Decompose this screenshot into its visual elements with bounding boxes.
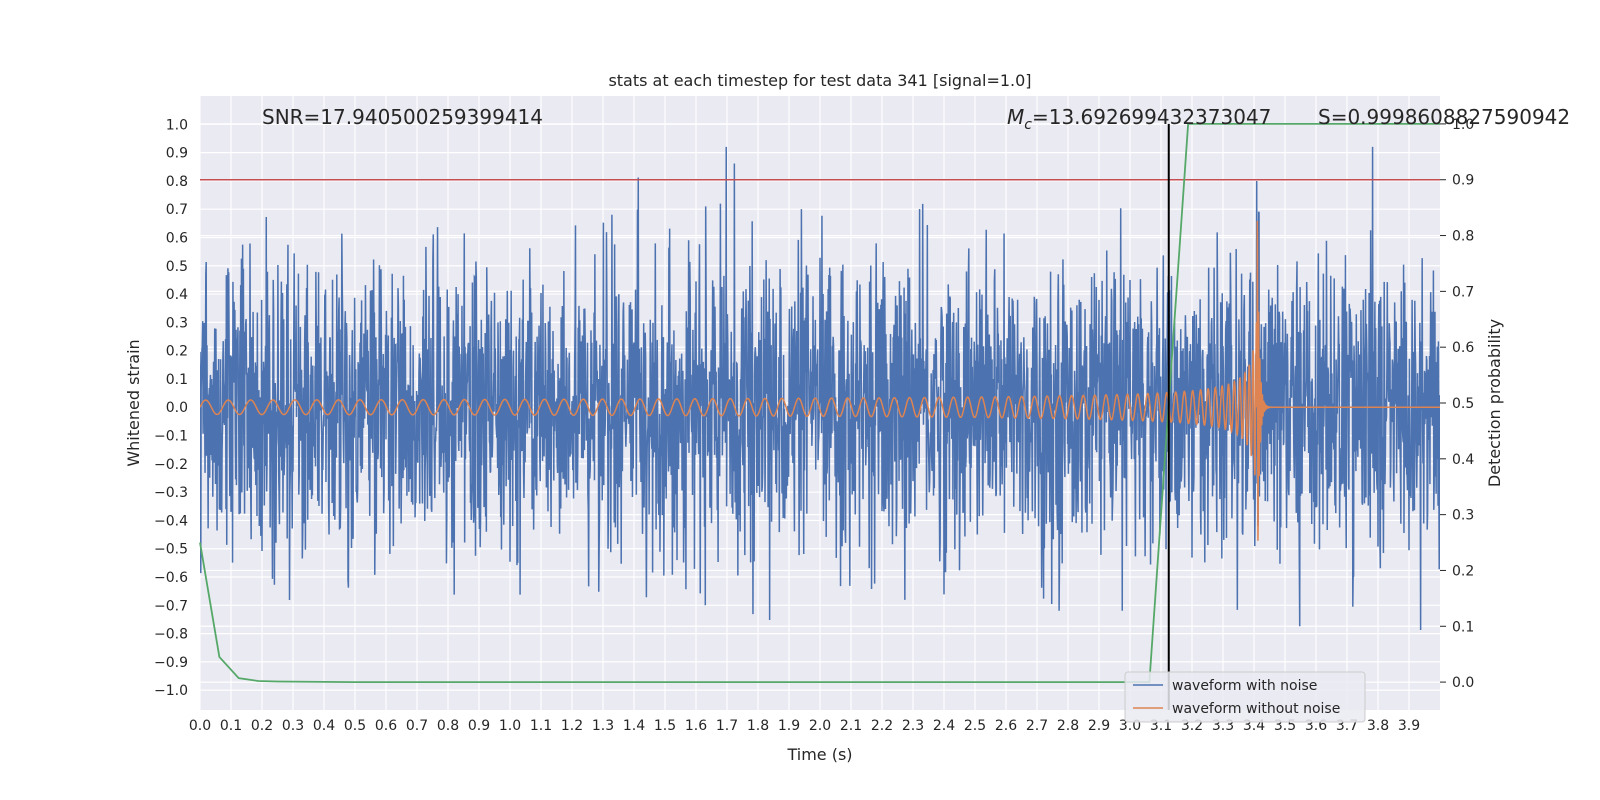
y-tick-label-left: 0.8 bbox=[166, 174, 188, 190]
x-tick-label: 1.4 bbox=[623, 718, 645, 734]
x-tick-label: 2.1 bbox=[840, 718, 862, 734]
y-tick-label-right: 0.3 bbox=[1452, 508, 1474, 524]
y-tick-label-left: −0.3 bbox=[154, 485, 188, 501]
y-axis-label-left: Whitened strain bbox=[124, 339, 143, 466]
legend-box bbox=[1124, 671, 1366, 723]
y-tick-label-left: 0.9 bbox=[166, 146, 188, 162]
x-tick-label: 0.2 bbox=[251, 718, 273, 734]
snr-annotation: SNR=17.940500259399414 bbox=[262, 105, 543, 129]
x-tick-label: 2.2 bbox=[871, 718, 893, 734]
y-tick-label-left: −0.2 bbox=[154, 457, 188, 473]
legend: waveform with noise waveform without noi… bbox=[1124, 671, 1366, 723]
y-tick-label-left: −0.5 bbox=[154, 542, 188, 558]
y-tick-label-right: 1.0 bbox=[1452, 117, 1474, 133]
x-tick-label: 0.1 bbox=[220, 718, 242, 734]
x-tick-label: 1.8 bbox=[747, 718, 769, 734]
x-tick-label: 0.3 bbox=[282, 718, 304, 734]
x-tick-label: 2.3 bbox=[902, 718, 924, 734]
y-tick-label-right: 0.5 bbox=[1452, 396, 1474, 412]
x-tick-label: 2.5 bbox=[964, 718, 986, 734]
y-tick-label-right: 0.2 bbox=[1452, 563, 1474, 579]
y-tick-label-left: 0.5 bbox=[166, 259, 188, 275]
mc-symbol: M bbox=[1007, 105, 1024, 129]
legend-label-noise: waveform with noise bbox=[1172, 678, 1317, 694]
x-tick-label: 1.5 bbox=[654, 718, 676, 734]
y-tick-label-left: 1.0 bbox=[166, 117, 188, 133]
chart-title: stats at each timestep for test data 341… bbox=[608, 71, 1031, 90]
x-tick-label: 2.6 bbox=[995, 718, 1017, 734]
x-tick-label: 2.4 bbox=[933, 718, 955, 734]
x-tick-label: 1.2 bbox=[561, 718, 583, 734]
y-tick-label-left: −0.1 bbox=[154, 429, 188, 445]
y-tick-label-right: 0.1 bbox=[1452, 619, 1474, 635]
s-annotation: S=0.9998608827590942 bbox=[1318, 105, 1570, 129]
x-tick-label: 0.0 bbox=[189, 718, 211, 734]
x-tick-label: 3.9 bbox=[1398, 718, 1420, 734]
y-tick-label-right: 0.8 bbox=[1452, 229, 1474, 245]
x-tick-label: 1.0 bbox=[499, 718, 521, 734]
x-tick-label: 0.9 bbox=[468, 718, 490, 734]
x-tick-label: 0.8 bbox=[437, 718, 459, 734]
x-tick-label: 2.7 bbox=[1026, 718, 1048, 734]
series-line-waveform-without-noise bbox=[200, 220, 1440, 541]
x-tick-label: 0.5 bbox=[344, 718, 366, 734]
y-tick-label-left: −0.9 bbox=[154, 655, 188, 671]
x-tick-label: 0.4 bbox=[313, 718, 335, 734]
series-group bbox=[200, 146, 1440, 630]
x-axis-label: Time (s) bbox=[786, 745, 852, 764]
mc-value: =13.692699432373047 bbox=[1032, 105, 1271, 129]
y-tick-label-right: 0.9 bbox=[1452, 173, 1474, 189]
y-tick-label-left: 0.2 bbox=[166, 344, 188, 360]
y-tick-label-left: 0.6 bbox=[166, 230, 188, 246]
plot-area bbox=[199, 123, 1440, 710]
y-tick-label-left: −0.6 bbox=[154, 570, 188, 586]
y-tick-label-right: 0.6 bbox=[1452, 340, 1474, 356]
y-tick-label-right: 0.7 bbox=[1452, 284, 1474, 300]
x-tick-label: 1.1 bbox=[530, 718, 552, 734]
y-tick-label-right: 0.4 bbox=[1452, 452, 1474, 468]
mc-subscript: c bbox=[1024, 117, 1032, 133]
y-tick-label-left: 0.1 bbox=[166, 372, 188, 388]
legend-label-clean: waveform without noise bbox=[1172, 701, 1340, 717]
x-tick-label: 2.8 bbox=[1057, 718, 1079, 734]
x-tick-label: 3.8 bbox=[1367, 718, 1389, 734]
x-tick-label: 1.9 bbox=[778, 718, 800, 734]
x-tick-label: 2.0 bbox=[809, 718, 831, 734]
x-tick-label: 1.6 bbox=[685, 718, 707, 734]
y-tick-label-left: −0.4 bbox=[154, 513, 188, 529]
x-tick-label: 0.7 bbox=[406, 718, 428, 734]
y-tick-label-left: −0.7 bbox=[154, 598, 188, 614]
x-tick-label: 1.3 bbox=[592, 718, 614, 734]
y-tick-label-left: −0.8 bbox=[154, 627, 188, 643]
x-tick-label: 0.6 bbox=[375, 718, 397, 734]
x-tick-label: 1.7 bbox=[716, 718, 738, 734]
y-tick-label-left: −1.0 bbox=[154, 683, 188, 699]
x-tick-label: 2.9 bbox=[1088, 718, 1110, 734]
y-axis-label-right: Detection probability bbox=[1485, 319, 1504, 487]
y-tick-label-left: 0.4 bbox=[166, 287, 188, 303]
series-line-detection-probability bbox=[199, 123, 1440, 683]
mc-annotation: Mc=13.692699432373047 bbox=[1007, 105, 1271, 133]
y-tick-label-left: 0.0 bbox=[166, 400, 188, 416]
y-tick-label-right: 0.0 bbox=[1452, 675, 1474, 691]
y-tick-label-left: 0.3 bbox=[166, 315, 188, 331]
y-tick-label-left: 0.7 bbox=[166, 202, 188, 218]
